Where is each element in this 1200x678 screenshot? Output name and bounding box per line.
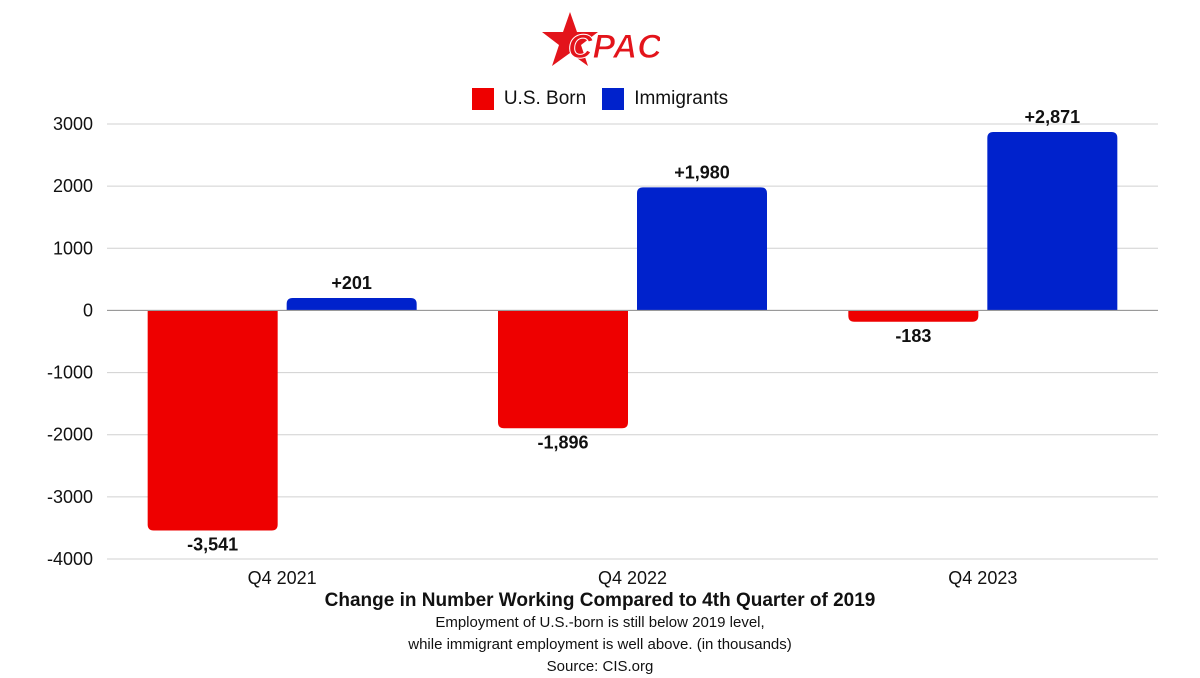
y-tick-label: 0 <box>83 300 93 320</box>
chart-caption: Change in Number Working Compared to 4th… <box>0 590 1200 678</box>
x-tick-label: Q4 2021 <box>248 568 317 588</box>
logo-star <box>542 12 598 66</box>
legend: U.S. Born Immigrants <box>0 88 1200 110</box>
bar-us-born <box>848 310 979 322</box>
legend-label-us-born: U.S. Born <box>503 88 587 109</box>
x-tick-label: Q4 2023 <box>948 568 1017 588</box>
y-tick-label: -3000 <box>47 487 93 507</box>
y-tick-label: 1000 <box>53 238 93 258</box>
bar-immigrants <box>286 297 417 311</box>
cpac-logo: CPAC <box>542 12 660 67</box>
legend-item-immigrants: Immigrants <box>602 88 728 110</box>
y-tick-label: -4000 <box>47 549 93 569</box>
data-label: -1,896 <box>537 432 588 452</box>
x-tick-label: Q4 2022 <box>598 568 667 588</box>
legend-item-us-born: U.S. Born <box>471 88 587 110</box>
chart-subtitle-line-1: Employment of U.S.-born is still below 2… <box>435 614 765 631</box>
data-label: -183 <box>895 326 931 346</box>
data-label: -3,541 <box>187 534 238 554</box>
logo-text: CPAC <box>568 28 660 66</box>
data-label: +1,980 <box>674 162 730 182</box>
bar-immigrants <box>637 187 767 311</box>
legend-label-immigrants: Immigrants <box>634 88 729 109</box>
data-label: +2,871 <box>1025 107 1081 127</box>
y-tick-label: -1000 <box>47 363 93 383</box>
bar-immigrants <box>987 132 1118 311</box>
bar-us-born <box>498 310 628 429</box>
y-tick-label: -2000 <box>47 425 93 445</box>
chart-title: Change in Number Working Compared to 4th… <box>324 590 876 611</box>
y-tick-label: 3000 <box>53 114 93 134</box>
legend-swatch-immigrants <box>602 88 625 110</box>
bar-us-born <box>147 310 278 531</box>
y-tick-label: 2000 <box>53 176 93 196</box>
chart-subtitle-line-2: while immigrant employment is well above… <box>408 636 792 653</box>
legend-swatch-us-born <box>471 88 494 110</box>
data-label: +201 <box>331 273 372 293</box>
chart-source: Source: CIS.org <box>546 658 654 675</box>
